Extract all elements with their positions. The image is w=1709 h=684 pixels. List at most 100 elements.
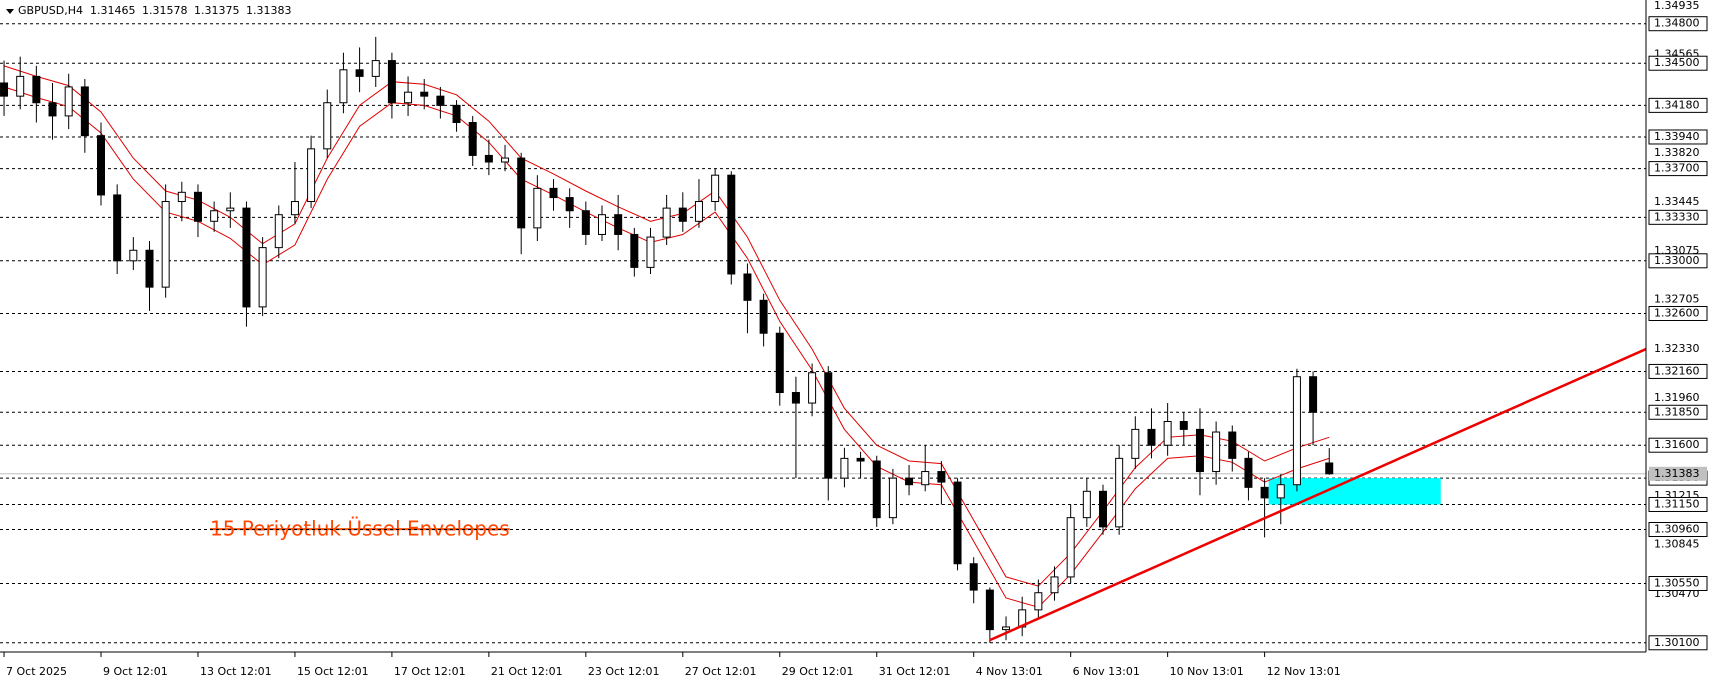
level-label: 1.30960 bbox=[1654, 523, 1700, 536]
candle-body bbox=[759, 299, 768, 334]
candle-body bbox=[872, 460, 881, 519]
candle-body bbox=[1292, 376, 1301, 486]
time-axis-bg bbox=[0, 652, 1646, 684]
candle-body bbox=[97, 135, 106, 196]
candle-body bbox=[888, 477, 897, 519]
trendline bbox=[989, 347, 1647, 642]
level-label-box bbox=[1648, 253, 1708, 269]
envelope-upper bbox=[3, 65, 1330, 587]
candle-body bbox=[452, 104, 461, 123]
level-label: 1.32600 bbox=[1654, 306, 1700, 319]
level-label-box bbox=[1648, 129, 1708, 145]
candle-body bbox=[953, 481, 962, 565]
candle-body bbox=[581, 210, 590, 235]
level-label: 1.33700 bbox=[1654, 162, 1700, 175]
candle-body bbox=[1066, 517, 1075, 578]
menu-arrow bbox=[6, 9, 14, 14]
candle-body bbox=[1212, 431, 1221, 473]
annotation: 15 Periyotluk Üssel Envelopes bbox=[210, 517, 510, 541]
candle-body bbox=[129, 249, 138, 262]
candle-body bbox=[1179, 420, 1188, 430]
candle-body bbox=[1034, 592, 1043, 611]
symbol: GBPUSD,H4 bbox=[18, 4, 83, 17]
candle-body bbox=[533, 187, 542, 229]
candle-body bbox=[371, 60, 380, 77]
level-label-box bbox=[1648, 363, 1708, 379]
x-tick-label: 17 Oct 12:01 bbox=[394, 665, 466, 678]
price-axis-bg bbox=[1646, 0, 1709, 684]
level-label: 1.31600 bbox=[1654, 438, 1700, 451]
candle-body bbox=[969, 563, 978, 591]
level-label-box bbox=[1648, 522, 1708, 538]
candle-body bbox=[0, 82, 9, 97]
candle-body bbox=[1082, 490, 1091, 519]
level-label: 1.34180 bbox=[1654, 98, 1700, 111]
candle-body bbox=[290, 201, 299, 216]
candle-body bbox=[1163, 420, 1172, 446]
level-label-box bbox=[1648, 404, 1708, 420]
x-tick-label: 13 Oct 12:01 bbox=[200, 665, 272, 678]
candle-body bbox=[1244, 457, 1253, 488]
candle-body bbox=[662, 207, 671, 238]
candle-body bbox=[436, 95, 445, 106]
candle-body bbox=[145, 249, 154, 288]
level-label-box bbox=[1648, 437, 1708, 453]
level-label: 1.33330 bbox=[1654, 210, 1700, 223]
candle-body bbox=[177, 191, 186, 203]
candle-body bbox=[808, 372, 817, 404]
y-tick-label: 1.34935 bbox=[1654, 0, 1700, 12]
y-tick-label: 1.33445 bbox=[1654, 195, 1700, 208]
candle-body bbox=[1228, 431, 1237, 459]
candle-body bbox=[32, 75, 41, 104]
candle-body bbox=[775, 332, 784, 394]
candle-body bbox=[226, 207, 235, 212]
level-label: 1.33940 bbox=[1654, 130, 1700, 143]
candle-body bbox=[1098, 490, 1107, 528]
level-label: 1.34800 bbox=[1654, 17, 1700, 30]
x-tick-label: 9 Oct 12:01 bbox=[103, 665, 168, 678]
level-label-box bbox=[1648, 576, 1708, 592]
candle-body bbox=[985, 589, 994, 631]
candle-body bbox=[387, 60, 396, 104]
candle-body bbox=[856, 457, 865, 462]
candle-body bbox=[193, 191, 202, 222]
y-tick-label: 1.33820 bbox=[1654, 146, 1700, 159]
level-label-box bbox=[1648, 55, 1708, 71]
candle-body bbox=[597, 214, 606, 235]
candle-body bbox=[210, 210, 219, 222]
candle-body bbox=[80, 86, 89, 137]
candle-body bbox=[1325, 462, 1334, 475]
candle-body bbox=[1195, 428, 1204, 473]
x-tick-label: 6 Nov 13:01 bbox=[1073, 665, 1140, 678]
candle-body bbox=[694, 201, 703, 222]
candle-body bbox=[420, 91, 429, 97]
candle-body bbox=[678, 207, 687, 222]
level-label: 1.31850 bbox=[1654, 405, 1700, 418]
level-label-box bbox=[1648, 97, 1708, 113]
level-label-box bbox=[1648, 209, 1708, 225]
y-tick-label: 1.32705 bbox=[1654, 293, 1700, 306]
x-tick-label: 12 Nov 13:01 bbox=[1267, 665, 1341, 678]
candle-body bbox=[517, 157, 526, 229]
y-tick-label: 1.30845 bbox=[1654, 538, 1700, 551]
x-tick-label: 31 Oct 12:01 bbox=[879, 665, 951, 678]
x-tick-label: 29 Oct 12:01 bbox=[782, 665, 854, 678]
x-tick-label: 21 Oct 12:01 bbox=[491, 665, 563, 678]
candle-body bbox=[646, 236, 655, 268]
candle-body bbox=[1309, 376, 1318, 413]
candle-body bbox=[468, 121, 477, 156]
candle-body bbox=[549, 187, 558, 199]
x-tick-label: 15 Oct 12:01 bbox=[297, 665, 369, 678]
candle-body bbox=[565, 197, 574, 212]
y-tick-label: 1.32330 bbox=[1654, 342, 1700, 355]
candle-body bbox=[339, 69, 348, 104]
candle-body bbox=[1276, 484, 1285, 499]
candle-body bbox=[614, 214, 623, 235]
candle-body bbox=[16, 75, 25, 97]
candle-body bbox=[1147, 428, 1156, 446]
candle-body bbox=[258, 247, 267, 308]
candle-body bbox=[242, 207, 251, 308]
candle-body bbox=[840, 457, 849, 479]
level-label: 1.32160 bbox=[1654, 364, 1700, 377]
header-price: 1.31375 bbox=[194, 4, 240, 17]
